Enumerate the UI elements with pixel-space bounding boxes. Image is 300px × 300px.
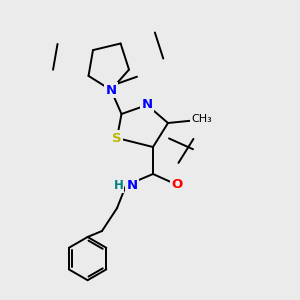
Text: CH₃: CH₃ xyxy=(191,114,212,124)
Text: N: N xyxy=(126,179,138,192)
Text: H: H xyxy=(114,179,123,192)
Text: S: S xyxy=(112,131,122,145)
Text: O: O xyxy=(171,178,183,191)
Text: N: N xyxy=(141,98,153,112)
Text: N: N xyxy=(105,83,117,97)
